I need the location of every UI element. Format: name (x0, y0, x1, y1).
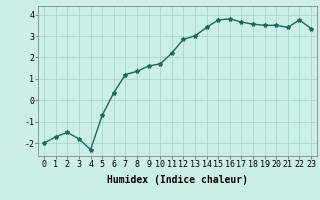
X-axis label: Humidex (Indice chaleur): Humidex (Indice chaleur) (107, 175, 248, 185)
